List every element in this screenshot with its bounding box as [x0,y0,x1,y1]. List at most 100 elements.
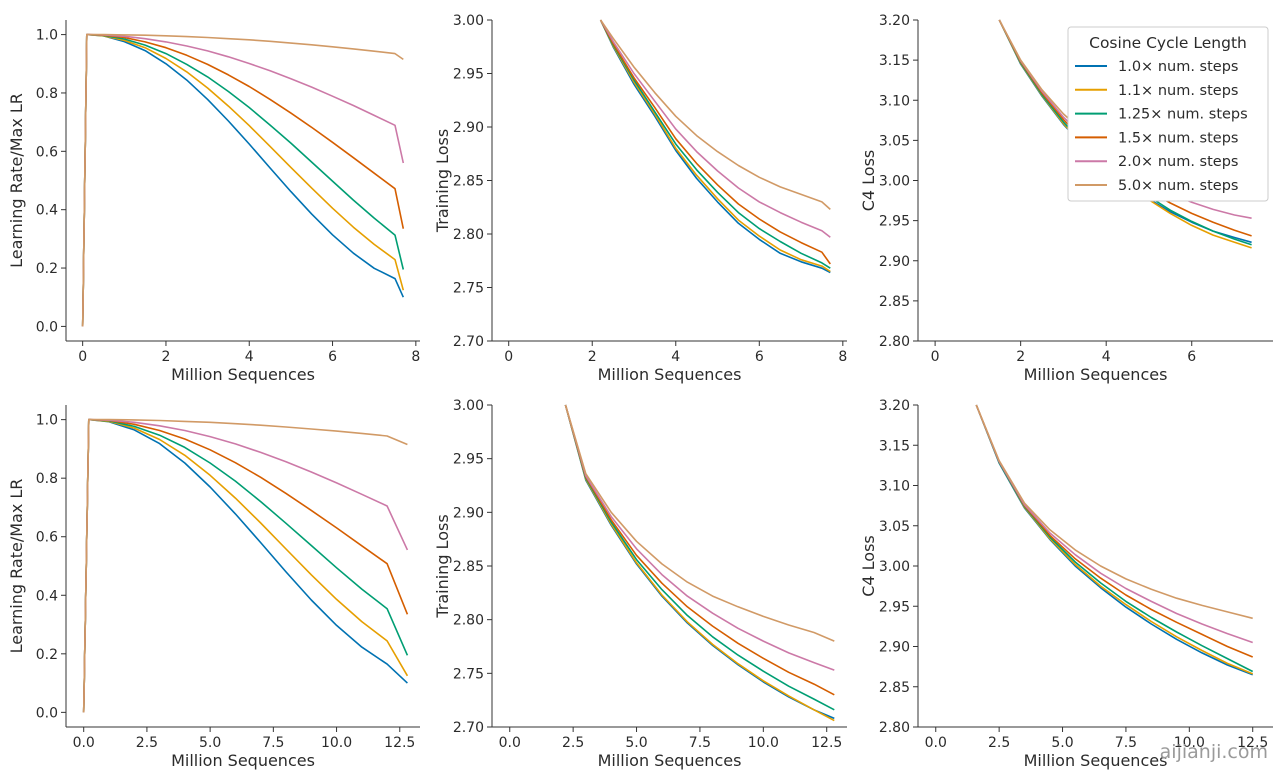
series-line-1.1 [564,404,835,722]
x-tick-label: 0.0 [925,735,947,751]
y-axis-label: Training Loss [433,129,452,233]
y-tick-label: 2.80 [453,227,484,243]
y-tick-label: 3.05 [879,133,910,149]
series-line-1.25 [599,19,831,269]
x-axis-label: Million Sequences [1024,365,1168,384]
panel-bottom-right: 0.0 2.5 5.0 7.5 10.0 12.5 2.80 2.85 2.90 2.95 3.00… [859,398,1273,770]
series-group [81,33,405,327]
y-tick-label: 2.80 [879,334,910,350]
series-line-1.0 [975,404,1253,676]
legend-entry: 1.5× num. steps [1118,130,1238,146]
y-tick-label: 0.0 [36,705,58,721]
y-tick-label: 3.10 [879,479,910,495]
legend-entry: 1.25× num. steps [1118,107,1248,123]
y-tick-label: 3.00 [453,398,484,414]
x-tick-label: 12.5 [384,735,415,751]
y-tick-label: 2.80 [453,613,484,629]
panel-top-middle: 0 2 4 6 8 2.70 2.75 2.80 2.85 2.90 2.95 3.00 Million… [433,13,847,384]
series-group [975,404,1254,676]
series-line-1.5 [975,404,1254,658]
legend: Cosine Cycle Length 1.0× num. steps 1.1× n… [1067,26,1269,202]
y-tick-label: 3.00 [879,559,910,575]
series-line-1.25 [82,418,409,713]
y-tick-label: 2.95 [879,214,910,230]
y-tick-label: 3.15 [879,438,910,454]
y-tick-label: 2.85 [879,294,910,310]
y-axis-label: C4 Loss [859,150,878,212]
series-line-2.0 [81,33,405,327]
x-tick-label: 4 [1102,349,1111,365]
x-tick-label: 2 [1016,349,1025,365]
legend-entry: 5.0× num. steps [1118,178,1238,194]
series-line-2.0 [564,404,835,671]
x-tick-label: 6 [328,349,337,365]
watermark-text: aijianji.com [1160,741,1268,763]
x-tick-label: 10.0 [748,735,779,751]
x-tick-label: 8 [838,349,847,365]
x-tick-label: 5.0 [199,735,221,751]
y-axis-label: Learning Rate/Max LR [7,93,26,268]
series-line-1.1 [975,404,1254,675]
y-tick-label: 0.6 [36,530,58,546]
y-tick-label: 2.85 [453,559,484,575]
series-line-1.5 [564,404,835,696]
series-line-1.0 [82,418,408,713]
series-line-1.1 [599,19,831,273]
y-tick-label: 2.95 [453,67,484,83]
y-tick-label: 2.95 [453,452,484,468]
x-tick-label: 2 [588,349,597,365]
x-tick-label: 7.5 [262,735,284,751]
legend-entry: 1.1× num. steps [1118,83,1238,99]
y-tick-label: 0.4 [36,203,58,219]
y-tick-label: 2.90 [453,505,484,521]
series-line-1.5 [599,19,831,265]
y-tick-label: 2.95 [879,599,910,615]
x-axis-label: Million Sequences [598,751,742,770]
y-axis-label: C4 Loss [859,535,878,597]
panel-bottom-middle: 0.0 2.5 5.0 7.5 10.0 12.5 2.70 2.75 2.80 2.85 2.90… [433,398,847,770]
y-tick-label: 2.75 [453,281,484,297]
series-group [564,404,835,722]
series-line-5.0 [81,33,404,327]
panel-top-left: 0 2 4 6 8 0.0 0.2 0.4 0.6 0.8 1.0 Million Sequences… [7,20,420,384]
series-line-1.5 [82,418,409,713]
x-tick-label: 12.5 [1237,735,1268,751]
y-tick-label: 2.80 [879,720,910,736]
series-group [599,19,831,274]
series-line-5.0 [975,404,1253,620]
x-tick-label: 5.0 [625,735,647,751]
x-tick-label: 10.0 [321,735,352,751]
y-tick-label: 2.75 [453,666,484,682]
x-tick-label: 2.5 [136,735,158,751]
y-tick-label: 3.05 [879,519,910,535]
x-tick-label: 12.5 [811,735,842,751]
x-tick-label: 2 [161,349,170,365]
x-tick-label: 4 [671,349,680,365]
y-tick-label: 2.70 [453,334,484,350]
series-line-5.0 [564,404,835,642]
x-tick-label: 0 [78,349,87,365]
series-line-1.1 [81,33,405,327]
x-tick-label: 6 [755,349,764,365]
y-tick-label: 0.0 [36,319,58,335]
legend-entry: 2.0× num. steps [1118,154,1238,170]
y-tick-label: 3.10 [879,93,910,109]
x-tick-label: 2.5 [562,735,584,751]
y-tick-label: 3.20 [879,13,910,29]
x-tick-label: 5.0 [1051,735,1073,751]
series-line-1.1 [82,418,409,713]
legend-frame [1067,26,1269,202]
y-tick-label: 1.0 [36,28,58,44]
series-line-1.25 [564,404,835,711]
y-tick-label: 0.8 [36,86,58,102]
panels-layer: 0 2 4 6 8 0.0 0.2 0.4 0.6 0.8 1.0 Million Sequences… [7,13,1273,770]
series-line-2.0 [599,19,831,238]
y-tick-label: 0.8 [36,471,58,487]
x-axis-label: Million Sequences [1024,751,1168,770]
x-tick-label: 7.5 [1115,735,1137,751]
y-axis-label: Learning Rate/Max LR [7,479,26,654]
y-tick-label: 2.85 [879,680,910,696]
x-tick-label: 8 [411,349,420,365]
y-tick-label: 1.0 [36,413,58,429]
